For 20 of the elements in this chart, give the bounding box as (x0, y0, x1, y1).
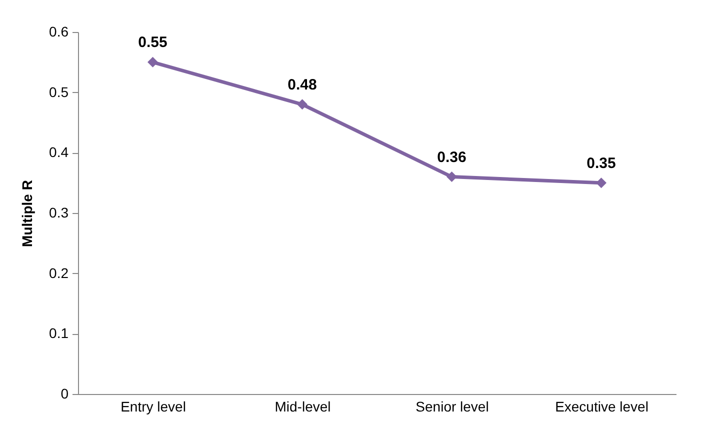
data-label: 0.36 (437, 148, 466, 166)
y-tick-label: 0.4 (49, 144, 69, 160)
data-label: 0.55 (138, 34, 168, 52)
point (148, 56, 158, 68)
point (446, 172, 457, 182)
y-tick-label: 0.5 (49, 84, 69, 100)
x-tick-label: Executive level (555, 398, 648, 414)
y-tick-label: 0 (60, 386, 69, 402)
point (596, 178, 606, 188)
x-tick-label: Entry level (120, 398, 186, 414)
y-tick-label: 0.2 (49, 264, 69, 281)
x-tick-label: Mid-level (274, 398, 331, 414)
y-tick-label: 0.1 (49, 325, 69, 342)
x-tick-label: Senior level (416, 398, 489, 414)
y-tick-label: 0.6 (49, 24, 69, 40)
y-axis-title: Multiple R (19, 180, 36, 247)
data-label: 0.35 (586, 154, 616, 172)
data-label: 0.48 (288, 76, 317, 94)
point (297, 99, 308, 110)
y-tick-label: 0.3 (49, 204, 69, 220)
